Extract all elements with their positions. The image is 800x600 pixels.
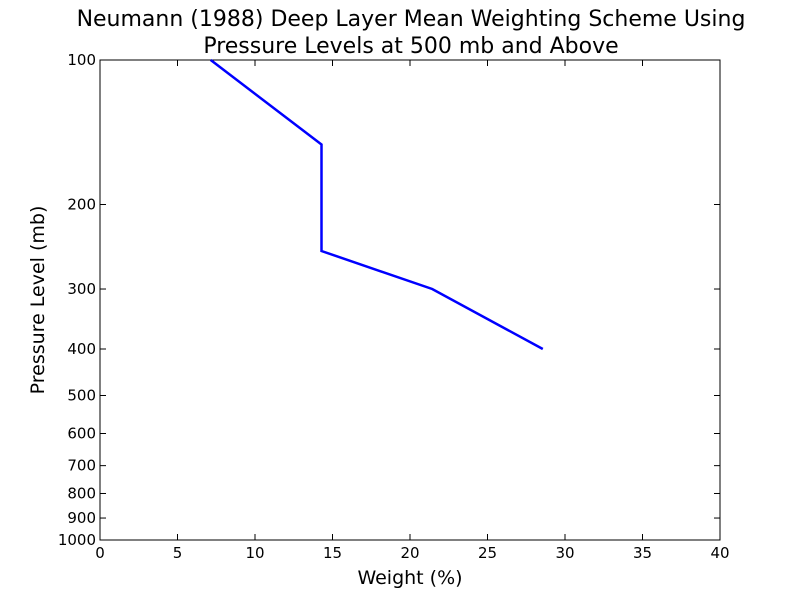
y-tick-label: 200 [67,195,96,213]
series-line [209,59,544,351]
x-tick-label: 15 [323,544,342,562]
x-tick-label: 20 [400,544,419,562]
x-tick-label: 30 [555,544,574,562]
x-tick-label: 40 [710,544,729,562]
y-tick-label: 900 [67,509,96,527]
y-axis-ticks: 100 200 300 400 500 600 700 800 900 1000 [58,51,720,549]
x-tick-label: 0 [95,544,105,562]
y-tick-label: 800 [67,484,96,502]
chart-title-line2: Pressure Levels at 500 mb and Above [203,34,618,59]
x-tick-label: 10 [245,544,264,562]
x-axis-ticks: 0 5 10 15 20 25 30 35 40 [95,60,730,562]
y-axis-label: Pressure Level (mb) [27,206,49,395]
y-tick-label: 100 [67,51,96,69]
y-tick-label: 1000 [58,531,96,549]
x-tick-label: 35 [633,544,652,562]
y-tick-label: 300 [67,280,96,298]
y-tick-label: 700 [67,457,96,475]
x-tick-label: 5 [173,544,183,562]
plot-frame [99,59,721,541]
y-tick-label: 400 [67,340,96,358]
x-axis-label: Weight (%) [357,567,462,589]
chart-title-line1: Neumann (1988) Deep Layer Mean Weighting… [77,7,746,32]
x-tick-label: 25 [478,544,497,562]
y-tick-label: 600 [67,425,96,443]
plot-area: 0 5 10 15 20 25 30 35 40 100 200 300 400 500 600 700 80… [58,51,730,562]
y-tick-label: 500 [67,387,96,405]
